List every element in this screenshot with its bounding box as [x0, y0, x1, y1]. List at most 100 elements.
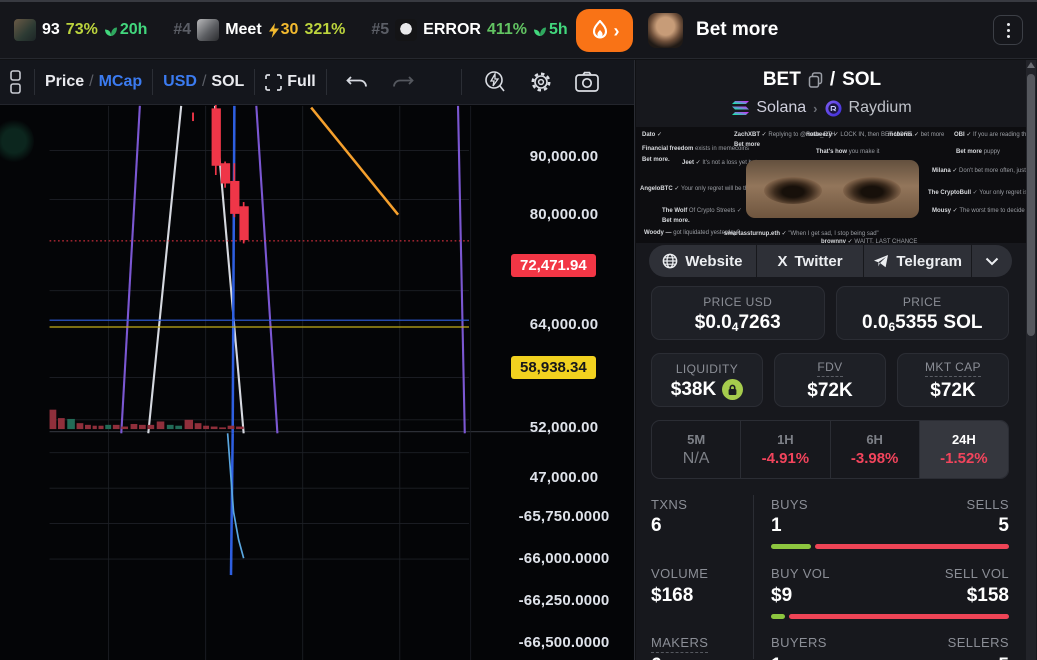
sellers-label: SELLERS [947, 635, 1009, 650]
timeframe-24h[interactable]: 24H -1.52% [919, 421, 1008, 478]
scrollbar-thumb[interactable] [1027, 74, 1035, 336]
dex-name[interactable]: Raydium [848, 99, 912, 116]
token-change: 73% [65, 21, 98, 38]
timeframe-6h[interactable]: 6H -3.98% [831, 421, 920, 478]
scroll-up-arrow[interactable] [1027, 62, 1035, 68]
copy-address-icon[interactable] [808, 72, 823, 88]
liquidity-lock-icon[interactable] [722, 379, 744, 400]
mktcap-card: MKT CAP $72K [897, 353, 1009, 407]
layout-icon[interactable] [8, 69, 24, 95]
token-change: 411% [486, 21, 527, 38]
banner-tweet: Bet more. [662, 218, 690, 224]
price-usd-card: PRICE USD $0.0 4 7263 [651, 286, 825, 340]
flame-icon [592, 19, 607, 39]
trending-item-2[interactable]: #4 Meet 30 321% [173, 19, 345, 41]
axis-tick-label: 80,000.00 [529, 206, 599, 223]
lightning-icon [268, 22, 279, 38]
banner-tweet: Milana ✓ Don't bet more often, just bet … [932, 168, 1026, 174]
raydium-icon [825, 100, 842, 116]
makers-label[interactable]: MAKERS [651, 635, 709, 653]
trending-item-1[interactable]: 93 73% 20h [14, 19, 147, 41]
sellers-value: 5 [998, 655, 1009, 660]
axis-tick-label: -66,500.0000 [518, 634, 610, 651]
token-avatar [648, 12, 683, 48]
makers-value: 6 [651, 655, 662, 660]
flame-chevron: › [613, 20, 620, 41]
settings-gear-icon[interactable] [528, 69, 554, 95]
price-sol-card: PRICE 0.0 6 5355 SOL [835, 286, 1009, 340]
redo-button[interactable] [391, 73, 415, 91]
banner-tweet: Dato ✓ [642, 132, 663, 138]
banner-tweet: Jeet ✓ It's not a loss yet bet more [682, 160, 773, 166]
axis-tick-label: 52,000.00 [529, 419, 599, 436]
trending-ticker: 93 73% 20h #4 Meet 30 321% #5 ERROR 411%… [0, 2, 635, 58]
banner-tweet: Woody — got liquidated yesterday? [644, 230, 740, 236]
more-menu-button[interactable] [993, 15, 1023, 45]
camera-icon[interactable] [574, 70, 600, 94]
axis-tick-label: 47,000.00 [529, 469, 599, 486]
twitter-button[interactable]: X Twitter [757, 245, 865, 277]
txns-value: 6 [651, 515, 662, 536]
usd-sol-toggle[interactable]: USD / SOL [163, 73, 245, 90]
banner-eyes-image [746, 160, 919, 218]
fdv-label[interactable]: FDV [817, 360, 843, 377]
sell-vol-label: SELL VOL [944, 566, 1009, 581]
more-links-chevron[interactable] [972, 245, 1012, 277]
price-tag: 72,471.94 [511, 254, 596, 277]
banner-tweet: The CryptoBull ✓ Your only regret is tha… [928, 190, 1026, 196]
quick-chart-icon[interactable] [482, 69, 508, 95]
trending-item-3[interactable]: #5 ERROR 411% 5h [371, 19, 568, 41]
mktcap-value: $72K [930, 380, 976, 401]
volume-label: VOLUME [651, 566, 709, 581]
timeframe-5m[interactable]: 5M N/A [652, 421, 742, 478]
token-age: 20h [119, 21, 148, 38]
price-label: Price [45, 73, 85, 90]
price-tag: 58,938.34 [511, 356, 596, 379]
panel-scrollbar[interactable] [1026, 60, 1036, 660]
banner-tweet: The Wolf Of Crypto Streets ✓ [662, 208, 742, 214]
token-name: Meet [225, 21, 262, 38]
chain-row: Solana › Raydium [636, 99, 1008, 117]
token-thumb [14, 19, 36, 41]
sol-label: SOL [211, 73, 245, 90]
fdv-card: FDV $72K [774, 353, 886, 407]
token-panel: BET / SOL Solana › Raydium Dato ✓ Financ… [636, 60, 1037, 660]
price-mcap-toggle[interactable]: Price / MCap [45, 73, 143, 90]
banner-tweet: brownny ✓ WAITT, LAST CHANCE [821, 239, 918, 243]
undo-button[interactable] [345, 73, 369, 91]
axis-tick-label: -65,750.0000 [518, 508, 610, 525]
usd-label: USD [163, 73, 197, 90]
chart-canvas [49, 105, 586, 660]
token-boost: 30 [280, 21, 299, 38]
mktcap-label[interactable]: MKT CAP [925, 360, 981, 377]
token-title: Bet more [696, 19, 779, 40]
pair-sep: / [829, 69, 836, 90]
telegram-button[interactable]: Telegram [864, 245, 973, 277]
sell-vol-value: $158 [966, 585, 1009, 606]
solana-icon [732, 101, 750, 115]
timeframe-1h[interactable]: 1H -4.91% [741, 421, 831, 478]
price-chart[interactable]: 90,000.00 80,000.00 64,000.00 52,000.00 47,0… [0, 105, 635, 660]
buys-sells-bar [771, 544, 1009, 549]
full-label: Full [287, 73, 316, 90]
banner-tweet: notbeezy ✓ LOCK IN, then BET MORE. [806, 132, 914, 138]
banner-tweet: smartassturnup.eth ✓ "When I get sad, I … [724, 231, 879, 237]
website-button[interactable]: Website [649, 245, 757, 277]
chevron-down-icon [985, 257, 999, 265]
globe-icon [662, 253, 678, 269]
banner-tweet: Financial freedom exists in memecoins [642, 146, 750, 152]
timeframe-selector: 5M N/A 1H -4.91% 6H -3.98% 24H -1.52% [651, 420, 1009, 479]
right-eye [843, 177, 901, 204]
fullscreen-toggle[interactable]: Full [265, 73, 316, 91]
watermark-blob [0, 119, 34, 163]
sells-label: SELLS [966, 497, 1009, 512]
banner-tweet: Bet more puppy [956, 149, 1001, 155]
token-rank: #5 [371, 21, 390, 38]
token-change: 321% [304, 21, 346, 38]
seedling-icon [534, 27, 546, 36]
txns-label: TXNS [651, 497, 688, 512]
chain-name[interactable]: Solana [756, 99, 807, 116]
trending-flame-button[interactable]: › [576, 9, 633, 52]
banner-tweet: Bet more [734, 142, 761, 148]
